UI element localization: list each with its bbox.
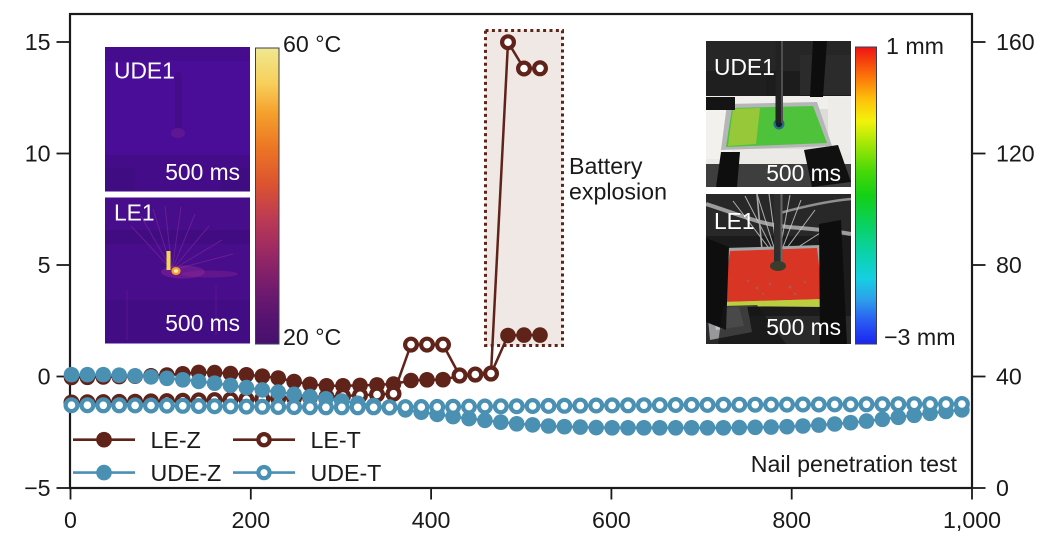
svg-text:−3 mm: −3 mm <box>884 324 956 350</box>
svg-text:Nail penetration test: Nail penetration test <box>751 451 958 477</box>
svg-text:15: 15 <box>25 29 51 55</box>
svg-text:0: 0 <box>64 507 77 533</box>
svg-text:LE-T: LE-T <box>311 427 361 453</box>
svg-text:500 ms: 500 ms <box>165 159 240 185</box>
svg-text:20 °C: 20 °C <box>283 324 341 350</box>
svg-text:explosion: explosion <box>569 179 667 205</box>
svg-text:LE1: LE1 <box>714 208 755 234</box>
svg-text:10: 10 <box>25 141 51 167</box>
svg-text:UDE1: UDE1 <box>714 54 775 80</box>
svg-text:40: 40 <box>996 364 1022 390</box>
svg-text:60 °C: 60 °C <box>283 31 341 57</box>
svg-text:1 mm: 1 mm <box>886 33 944 59</box>
svg-text:600: 600 <box>592 507 631 533</box>
svg-text:−5: −5 <box>24 475 50 501</box>
svg-text:0: 0 <box>38 364 51 390</box>
svg-text:160: 160 <box>996 29 1035 55</box>
svg-text:500 ms: 500 ms <box>165 310 240 336</box>
svg-text:500 ms: 500 ms <box>766 160 841 186</box>
svg-text:200: 200 <box>231 507 270 533</box>
svg-text:UDE-Z: UDE-Z <box>151 460 222 486</box>
svg-text:1,000: 1,000 <box>943 507 1001 533</box>
svg-text:UDE-T: UDE-T <box>311 460 382 486</box>
svg-text:400: 400 <box>412 507 451 533</box>
svg-text:LE1: LE1 <box>114 200 155 226</box>
svg-text:Battery: Battery <box>569 153 643 179</box>
svg-text:80: 80 <box>996 252 1022 278</box>
svg-text:5: 5 <box>38 252 51 278</box>
svg-text:500 ms: 500 ms <box>766 314 841 340</box>
svg-text:UDE1: UDE1 <box>114 58 175 84</box>
svg-text:LE-Z: LE-Z <box>151 427 201 453</box>
svg-text:120: 120 <box>996 141 1035 167</box>
svg-text:800: 800 <box>772 507 811 533</box>
svg-text:0: 0 <box>996 475 1009 501</box>
